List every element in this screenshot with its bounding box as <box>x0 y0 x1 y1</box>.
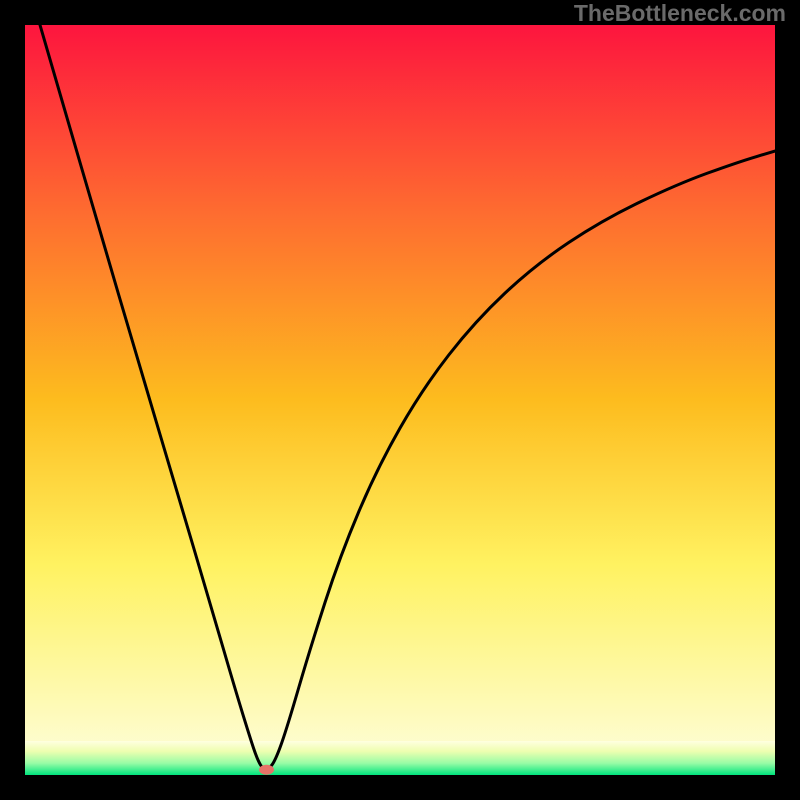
glow-band <box>25 741 775 775</box>
watermark: TheBottleneck.com <box>574 0 786 27</box>
outer-frame: TheBottleneck.com <box>0 0 800 800</box>
plot-area <box>25 25 775 775</box>
